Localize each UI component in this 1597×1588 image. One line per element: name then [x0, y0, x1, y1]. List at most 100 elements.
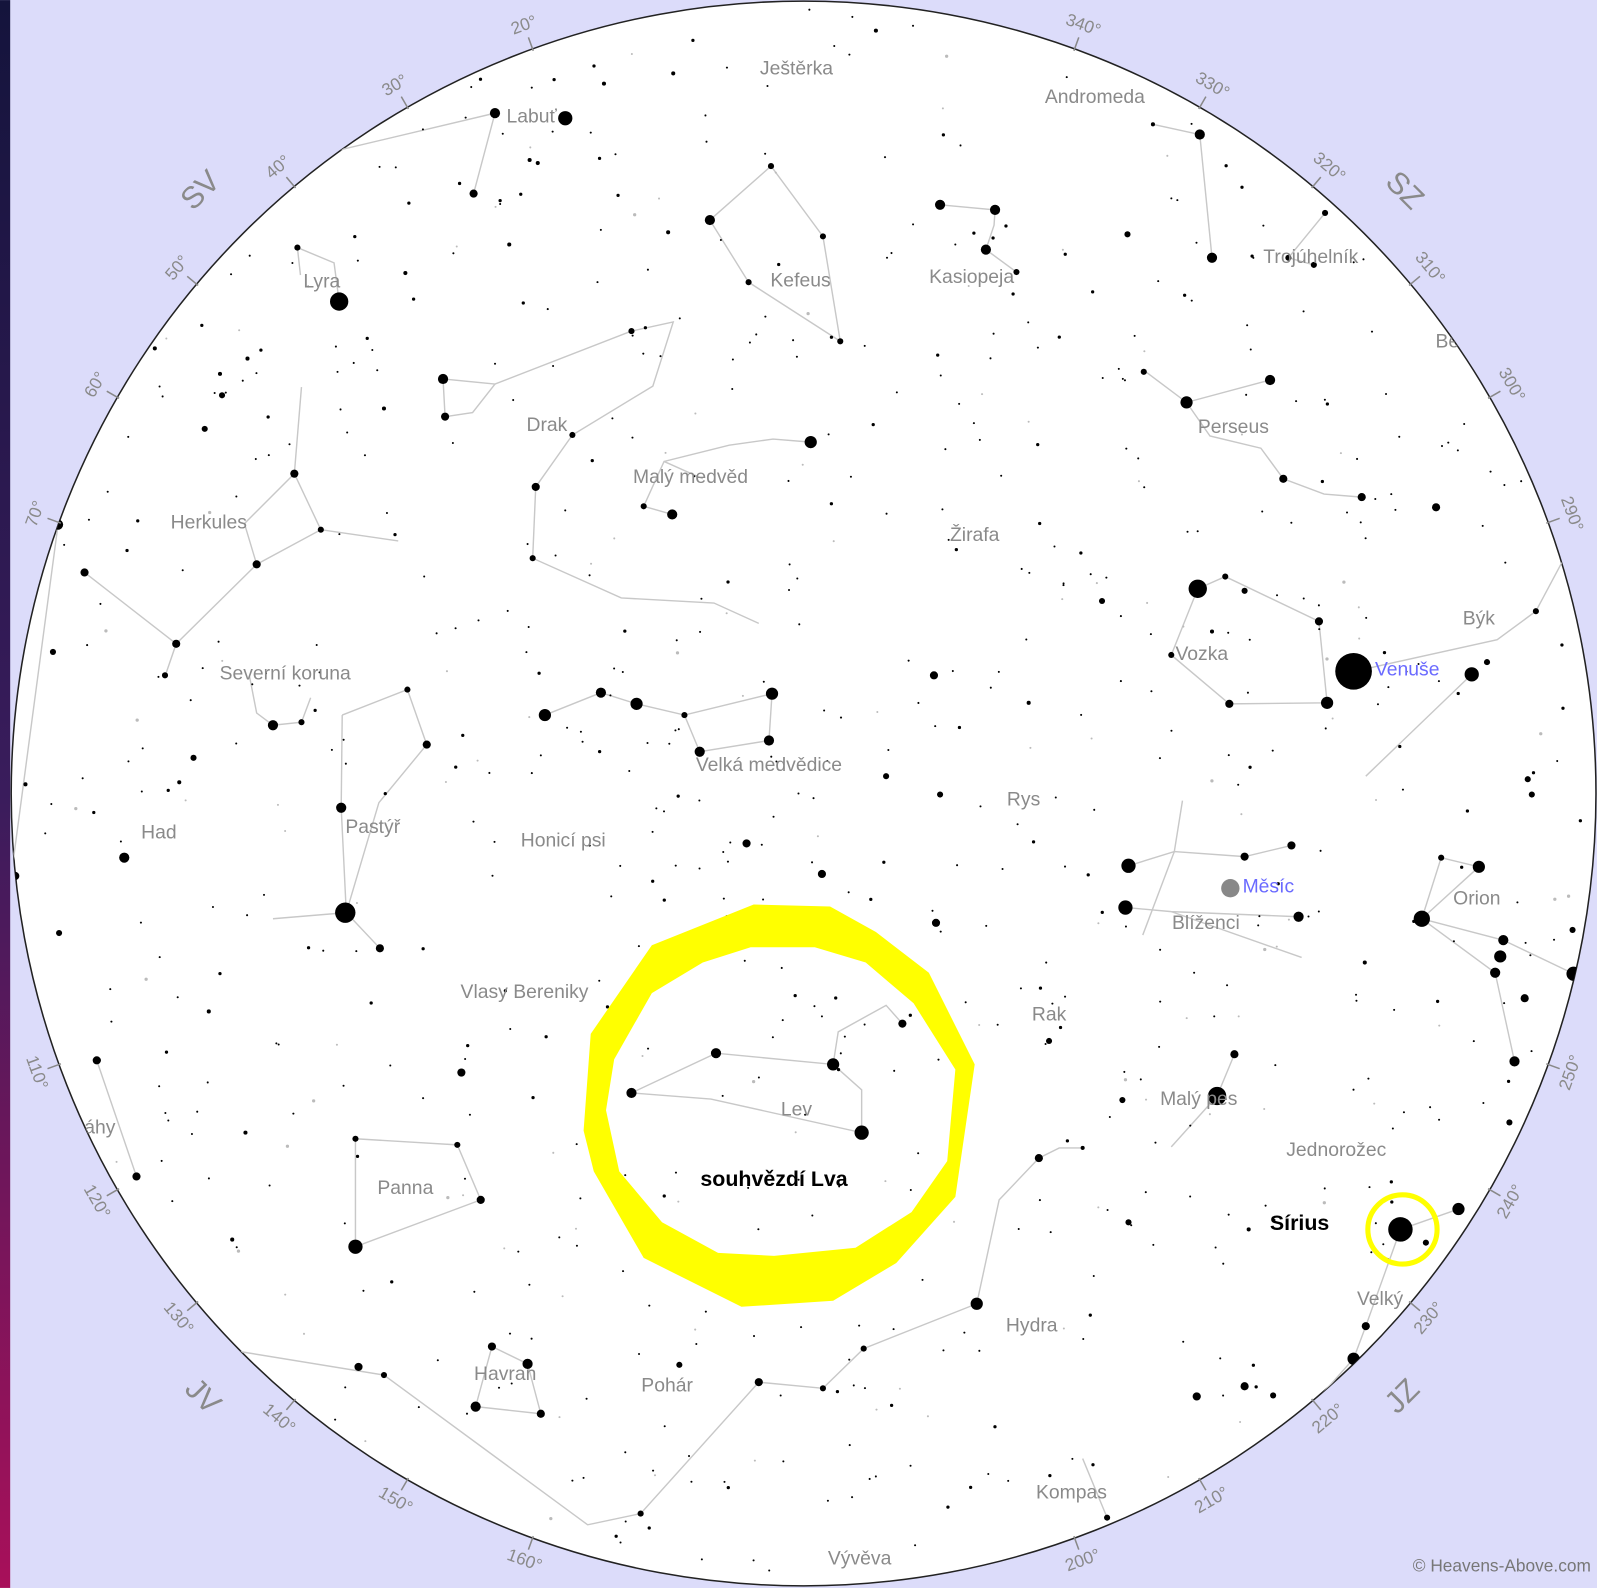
faint-star — [494, 362, 497, 365]
star — [1464, 667, 1479, 682]
faint-star — [509, 1027, 512, 1030]
constellation-label: Vývěva — [828, 1548, 892, 1570]
annotation: souhvězdí Lva — [700, 1167, 848, 1191]
faint-star — [1339, 452, 1342, 455]
constellation-line — [1365, 673, 1473, 777]
faint-star — [1071, 1457, 1074, 1460]
faint-star — [1007, 1479, 1010, 1482]
faint-star — [838, 1185, 841, 1188]
faint-star — [851, 15, 854, 18]
star — [767, 163, 775, 170]
star — [201, 425, 208, 432]
constellation-label: Kasiopeja — [929, 266, 1014, 288]
faint-star — [338, 533, 341, 536]
faint-star — [1154, 1141, 1157, 1144]
faint-star — [704, 114, 707, 117]
faint-star — [276, 803, 279, 806]
faint-star — [1435, 999, 1440, 1004]
faint-star — [722, 851, 725, 854]
faint-star — [306, 946, 311, 950]
azimuth-tick — [1311, 176, 1322, 189]
star — [765, 687, 779, 700]
faint-star — [1553, 938, 1556, 941]
faint-star — [119, 840, 122, 843]
faint-star — [1237, 783, 1240, 786]
faint-star — [1101, 377, 1104, 380]
faint-star — [908, 1013, 912, 1017]
faint-star — [248, 254, 251, 257]
star — [454, 1141, 461, 1148]
faint-star — [885, 512, 888, 515]
faint-star — [722, 897, 725, 900]
faint-star — [628, 769, 631, 772]
faint-star — [259, 348, 263, 352]
faint-star — [731, 387, 734, 391]
star — [667, 509, 678, 520]
faint-star — [829, 502, 834, 506]
star — [837, 338, 844, 345]
faint-star — [774, 171, 777, 174]
star — [1320, 696, 1334, 709]
star — [1264, 374, 1276, 386]
faint-star — [356, 259, 359, 262]
star — [206, 1009, 211, 1014]
faint-star — [1331, 717, 1334, 720]
star — [1240, 1382, 1249, 1391]
faint-star — [674, 1171, 677, 1174]
constellation-label: Vlasy Bereniky — [461, 981, 589, 1003]
faint-star — [491, 874, 494, 877]
star — [980, 244, 991, 255]
faint-star — [592, 64, 596, 68]
faint-star — [868, 1477, 871, 1480]
faint-star — [564, 509, 567, 512]
faint-star — [885, 256, 889, 259]
faint-star — [582, 1476, 585, 1479]
star — [929, 671, 939, 680]
azimuth-tick — [186, 1300, 199, 1312]
faint-star — [991, 236, 995, 240]
faint-star — [963, 1331, 966, 1334]
faint-star — [519, 192, 523, 196]
constellation-line — [940, 204, 1017, 273]
faint-star — [652, 1469, 655, 1472]
faint-star — [1183, 293, 1187, 297]
faint-star — [1193, 971, 1196, 974]
faint-star — [1088, 1313, 1092, 1317]
faint-star — [892, 1328, 895, 1331]
faint-star — [1465, 809, 1470, 813]
faint-star — [1139, 1078, 1142, 1081]
faint-star — [1137, 480, 1140, 483]
faint-star — [996, 1023, 999, 1026]
faint-star — [346, 431, 349, 434]
faint-star — [1325, 657, 1329, 661]
faint-star — [1224, 164, 1228, 168]
faint-star — [574, 1227, 578, 1230]
faint-star — [1123, 379, 1126, 382]
faint-star — [355, 1154, 360, 1159]
star — [873, 28, 878, 33]
faint-star — [1358, 637, 1361, 640]
faint-star — [506, 609, 509, 612]
faint-star — [1319, 849, 1322, 852]
star — [252, 560, 261, 569]
faint-star — [1082, 1338, 1085, 1341]
faint-star — [596, 281, 599, 284]
star — [380, 1371, 388, 1379]
faint-star — [1123, 1070, 1126, 1073]
faint-star — [1189, 1195, 1192, 1198]
faint-star — [488, 771, 491, 774]
faint-star — [835, 1390, 840, 1394]
faint-star — [1190, 122, 1193, 125]
faint-star — [764, 315, 767, 318]
faint-star — [1529, 954, 1532, 957]
faint-star — [262, 893, 266, 896]
faint-star — [466, 1043, 470, 1048]
faint-star — [941, 508, 944, 511]
faint-star — [50, 803, 53, 806]
faint-star — [575, 1143, 578, 1146]
constellation-line — [164, 643, 177, 677]
constellation-line — [96, 1060, 138, 1177]
faint-star — [512, 399, 515, 402]
faint-star — [1374, 497, 1377, 501]
faint-star — [1302, 310, 1305, 313]
